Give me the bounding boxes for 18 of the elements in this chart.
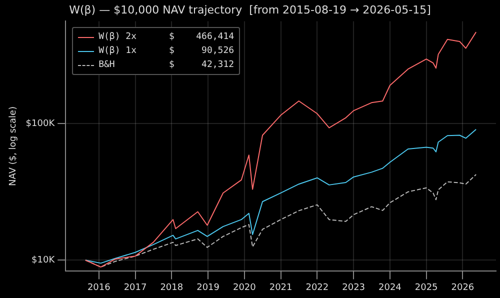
x-tick-label: 2026 (451, 282, 474, 293)
chart-title: W(β) — $10,000 NAV trajectory [from 2015-08-19 → 2026-05-15] (69, 3, 431, 16)
legend-label: B&H $ 42,312 (98, 60, 234, 70)
x-tick-label: 2025 (414, 282, 438, 293)
y-axis-title: NAV ($, log scale) (8, 106, 19, 186)
x-tick-label: 2024 (378, 282, 402, 293)
y-tick-label: $10K (32, 255, 56, 266)
legend-label: W(β) 1x $ 90,526 (98, 46, 234, 56)
x-tick-label: 2021 (269, 282, 292, 293)
y-tick-label: $100K (26, 118, 56, 129)
x-tick-label: 2022 (306, 282, 329, 293)
x-tick-label: 2016 (87, 282, 111, 293)
x-tick-label: 2018 (160, 282, 184, 293)
legend-label: W(β) 2x $ 466,414 (98, 32, 234, 42)
x-tick-label: 2019 (196, 282, 220, 293)
x-tick-label: 2020 (232, 282, 256, 293)
x-tick-label: 2023 (342, 282, 366, 293)
x-tick-label: 2017 (124, 282, 147, 293)
